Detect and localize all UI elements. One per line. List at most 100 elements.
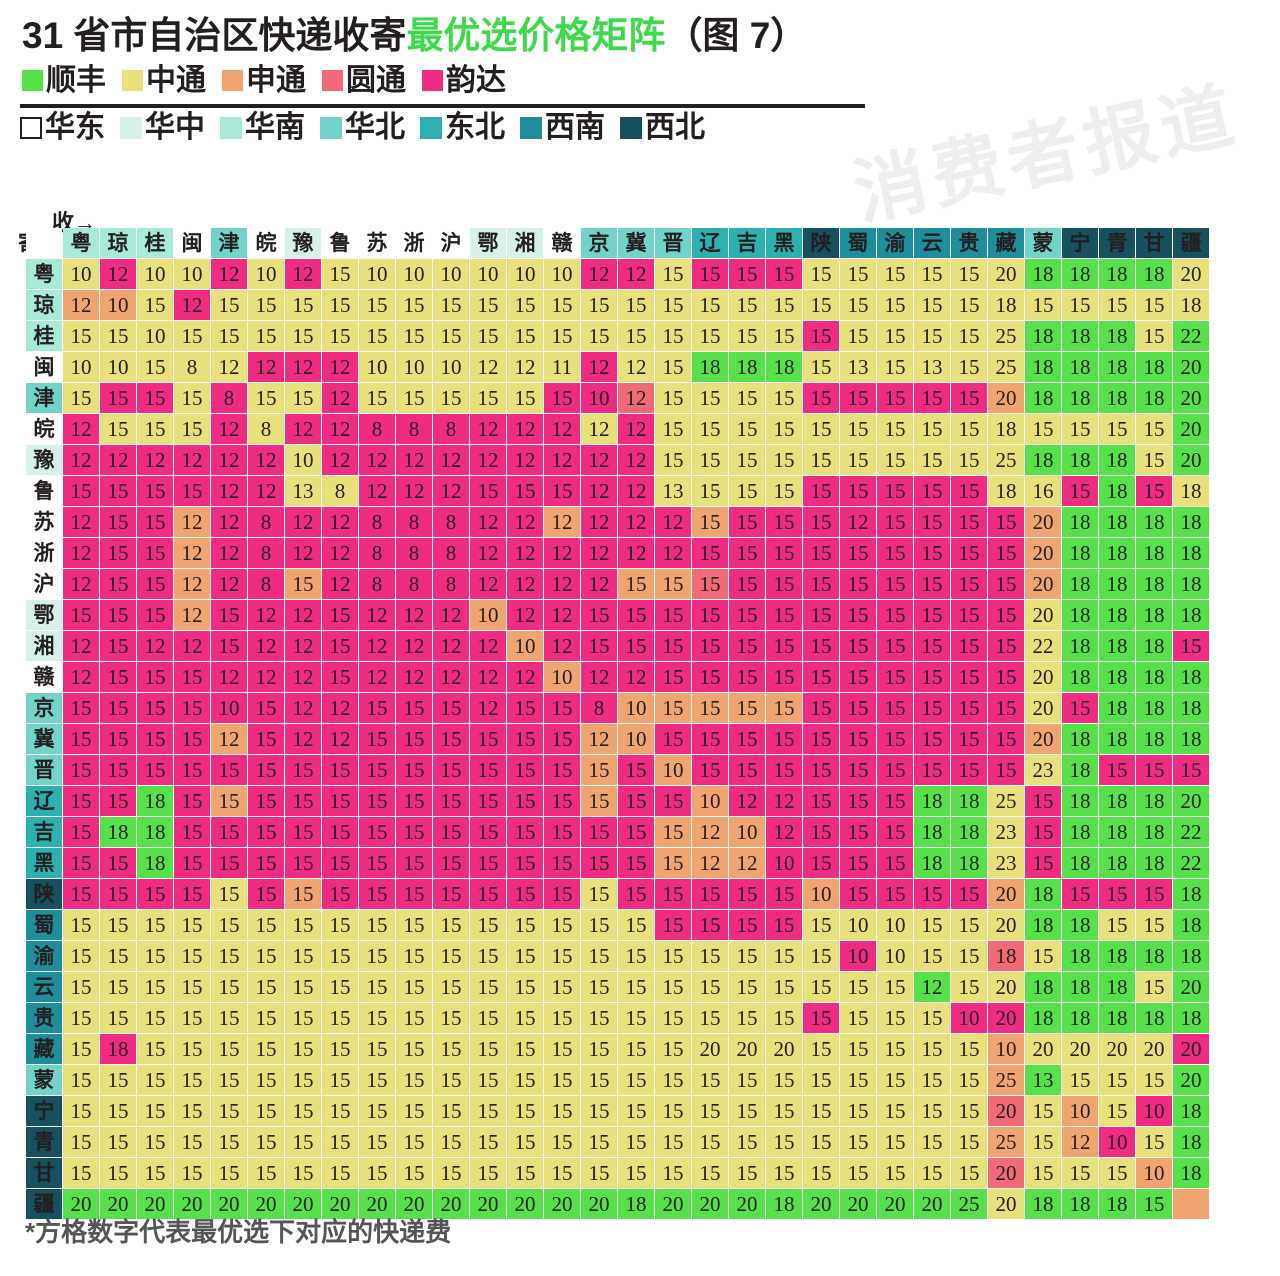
matrix-cell[interactable]: 15 bbox=[803, 476, 839, 506]
matrix-cell[interactable]: 25 bbox=[988, 1127, 1024, 1157]
matrix-cell[interactable]: 15 bbox=[63, 786, 99, 816]
row-header-蜀[interactable]: 蜀 bbox=[26, 910, 62, 940]
matrix-cell[interactable]: 12 bbox=[174, 445, 210, 475]
matrix-cell[interactable]: 15 bbox=[803, 724, 839, 754]
matrix-cell[interactable]: 15 bbox=[581, 631, 617, 661]
matrix-cell[interactable]: 15 bbox=[322, 879, 358, 909]
matrix-cell[interactable]: 15 bbox=[63, 941, 99, 971]
matrix-cell[interactable]: 10 bbox=[137, 259, 173, 289]
matrix-cell[interactable]: 15 bbox=[581, 848, 617, 878]
matrix-cell[interactable]: 18 bbox=[1136, 848, 1172, 878]
matrix-cell[interactable]: 18 bbox=[1136, 383, 1172, 413]
matrix-cell[interactable]: 15 bbox=[581, 1096, 617, 1126]
matrix-cell[interactable]: 15 bbox=[581, 1127, 617, 1157]
matrix-cell[interactable]: 15 bbox=[618, 569, 654, 599]
matrix-cell[interactable]: 18 bbox=[1025, 1003, 1061, 1033]
matrix-cell[interactable]: 15 bbox=[840, 383, 876, 413]
matrix-cell[interactable]: 20 bbox=[1173, 972, 1209, 1002]
matrix-cell[interactable]: 10 bbox=[396, 352, 432, 382]
matrix-cell[interactable]: 15 bbox=[655, 848, 691, 878]
matrix-cell[interactable]: 15 bbox=[174, 879, 210, 909]
matrix-cell[interactable]: 15 bbox=[396, 1065, 432, 1095]
matrix-cell[interactable]: 15 bbox=[396, 290, 432, 320]
matrix-cell[interactable]: 20 bbox=[1025, 507, 1061, 537]
matrix-cell[interactable]: 18 bbox=[1099, 507, 1135, 537]
matrix-cell[interactable]: 15 bbox=[729, 1003, 765, 1033]
matrix-cell[interactable]: 15 bbox=[470, 1003, 506, 1033]
matrix-cell[interactable]: 15 bbox=[766, 693, 802, 723]
matrix-cell[interactable]: 8 bbox=[433, 538, 469, 568]
matrix-cell[interactable]: 15 bbox=[692, 910, 728, 940]
matrix-cell[interactable]: 10 bbox=[988, 1034, 1024, 1064]
matrix-cell[interactable]: 15 bbox=[100, 693, 136, 723]
matrix-cell[interactable]: 15 bbox=[507, 972, 543, 1002]
matrix-cell[interactable]: 15 bbox=[581, 941, 617, 971]
matrix-cell[interactable]: 12 bbox=[322, 569, 358, 599]
matrix-cell[interactable]: 23 bbox=[988, 848, 1024, 878]
matrix-cell[interactable]: 12 bbox=[618, 352, 654, 382]
row-header-琼[interactable]: 琼 bbox=[26, 290, 62, 320]
column-header-黑[interactable]: 黑 bbox=[766, 228, 802, 258]
matrix-cell[interactable]: 15 bbox=[840, 755, 876, 785]
matrix-cell[interactable]: 15 bbox=[729, 755, 765, 785]
matrix-cell[interactable]: 15 bbox=[322, 910, 358, 940]
matrix-cell[interactable]: 15 bbox=[729, 1158, 765, 1188]
matrix-cell[interactable]: 15 bbox=[581, 910, 617, 940]
matrix-cell[interactable]: 15 bbox=[840, 662, 876, 692]
matrix-cell[interactable]: 12 bbox=[581, 414, 617, 444]
matrix-cell[interactable]: 15 bbox=[433, 321, 469, 351]
matrix-cell[interactable]: 12 bbox=[174, 569, 210, 599]
matrix-cell[interactable]: 15 bbox=[396, 879, 432, 909]
row-header-赣[interactable]: 赣 bbox=[26, 662, 62, 692]
matrix-cell[interactable]: 18 bbox=[1173, 1127, 1209, 1157]
matrix-cell[interactable]: 15 bbox=[951, 724, 987, 754]
row-header-晋[interactable]: 晋 bbox=[26, 755, 62, 785]
matrix-cell[interactable]: 12 bbox=[174, 600, 210, 630]
matrix-cell[interactable]: 15 bbox=[1099, 755, 1135, 785]
matrix-cell[interactable]: 18 bbox=[1173, 600, 1209, 630]
matrix-cell[interactable]: 18 bbox=[1099, 569, 1135, 599]
matrix-cell[interactable]: 15 bbox=[951, 662, 987, 692]
matrix-cell[interactable]: 15 bbox=[174, 1003, 210, 1033]
matrix-cell[interactable]: 15 bbox=[581, 972, 617, 1002]
matrix-cell[interactable]: 15 bbox=[63, 1158, 99, 1188]
matrix-cell[interactable]: 15 bbox=[655, 600, 691, 630]
matrix-cell[interactable]: 15 bbox=[840, 724, 876, 754]
matrix-cell[interactable]: 12 bbox=[359, 662, 395, 692]
matrix-cell[interactable]: 18 bbox=[1025, 1189, 1061, 1219]
row-header-疆[interactable]: 疆 bbox=[26, 1189, 62, 1219]
matrix-cell[interactable]: 15 bbox=[803, 569, 839, 599]
matrix-cell[interactable]: 15 bbox=[803, 383, 839, 413]
matrix-cell[interactable]: 15 bbox=[692, 259, 728, 289]
matrix-cell[interactable]: 15 bbox=[100, 1065, 136, 1095]
matrix-cell[interactable]: 18 bbox=[1025, 910, 1061, 940]
matrix-cell[interactable]: 15 bbox=[729, 538, 765, 568]
column-header-鄂[interactable]: 鄂 bbox=[470, 228, 506, 258]
matrix-cell[interactable]: 15 bbox=[248, 1096, 284, 1126]
matrix-cell[interactable]: 15 bbox=[803, 662, 839, 692]
matrix-cell[interactable]: 15 bbox=[951, 507, 987, 537]
matrix-cell[interactable]: 20 bbox=[1025, 538, 1061, 568]
row-header-沪[interactable]: 沪 bbox=[26, 569, 62, 599]
matrix-cell[interactable]: 15 bbox=[581, 290, 617, 320]
matrix-cell[interactable]: 12 bbox=[322, 724, 358, 754]
matrix-cell[interactable]: 15 bbox=[396, 383, 432, 413]
matrix-cell[interactable]: 20 bbox=[803, 1189, 839, 1219]
matrix-cell[interactable]: 18 bbox=[1173, 538, 1209, 568]
matrix-cell[interactable]: 12 bbox=[248, 662, 284, 692]
matrix-cell[interactable]: 15 bbox=[433, 383, 469, 413]
matrix-cell[interactable]: 15 bbox=[137, 1158, 173, 1188]
matrix-cell[interactable]: 15 bbox=[359, 724, 395, 754]
matrix-cell[interactable]: 15 bbox=[803, 1065, 839, 1095]
matrix-cell[interactable]: 15 bbox=[544, 786, 580, 816]
matrix-cell[interactable]: 15 bbox=[729, 290, 765, 320]
matrix-cell[interactable]: 15 bbox=[507, 321, 543, 351]
matrix-cell[interactable]: 15 bbox=[988, 600, 1024, 630]
matrix-cell[interactable]: 15 bbox=[1025, 290, 1061, 320]
matrix-cell[interactable]: 15 bbox=[766, 507, 802, 537]
matrix-cell[interactable]: 15 bbox=[692, 755, 728, 785]
column-header-甘[interactable]: 甘 bbox=[1136, 228, 1172, 258]
matrix-cell[interactable]: 15 bbox=[914, 662, 950, 692]
row-header-津[interactable]: 津 bbox=[26, 383, 62, 413]
matrix-cell[interactable]: 15 bbox=[1099, 290, 1135, 320]
